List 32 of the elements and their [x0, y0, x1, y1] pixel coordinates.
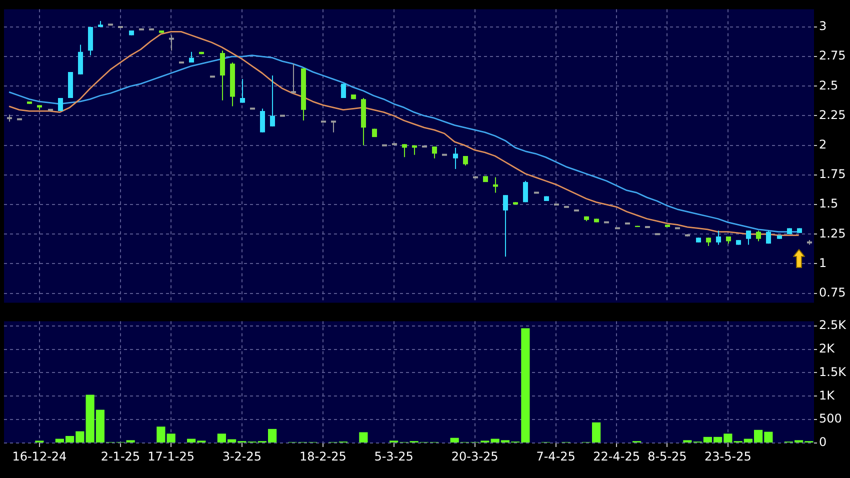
bar: [156, 426, 166, 442]
x-tick-label: 3-2-25: [222, 449, 262, 464]
y-tick-label: 500: [819, 412, 842, 426]
candlestick: [291, 64, 296, 94]
y-tick-label: 1: [819, 256, 827, 270]
y-tick-label: 2.75: [819, 48, 846, 63]
y-tick-label: 0: [819, 435, 827, 450]
y-tick-label: 2.25: [819, 108, 846, 122]
y-tick-label: 1.5: [819, 196, 838, 211]
y-tick-label: 2K: [819, 341, 836, 356]
x-tick-label: 16-12-24: [12, 449, 67, 464]
x-tick-label: 7-4-25: [536, 449, 576, 464]
y-tick-label: 2: [819, 137, 827, 152]
y-tick-label: 0.75: [819, 285, 846, 300]
bar: [359, 432, 368, 442]
y-tick-label: 1K: [819, 388, 836, 402]
x-tick-label: 5-3-25: [374, 449, 414, 464]
candlestick: [331, 120, 336, 132]
y-tick-label: 3: [819, 19, 827, 34]
y-tick-label: 1.75: [819, 167, 846, 182]
x-tick-label: 17-1-25: [148, 449, 194, 464]
y-tick-label: 1.5K: [819, 364, 848, 379]
y-tick-label: 1.25: [819, 226, 846, 240]
y-tick-label: 2.5: [819, 78, 838, 92]
x-tick-label: 8-5-25: [648, 449, 687, 464]
y-tick-label: 2.5K: [819, 318, 848, 332]
x-tick-label: 2-1-25: [100, 449, 140, 464]
bar: [166, 434, 176, 442]
x-tick-label: 22-4-25: [593, 449, 640, 464]
x-tick-label: 23-5-25: [704, 449, 752, 464]
x-tick-label: 18-2-25: [300, 449, 346, 464]
x-tick-label: 20-3-25: [451, 449, 498, 464]
